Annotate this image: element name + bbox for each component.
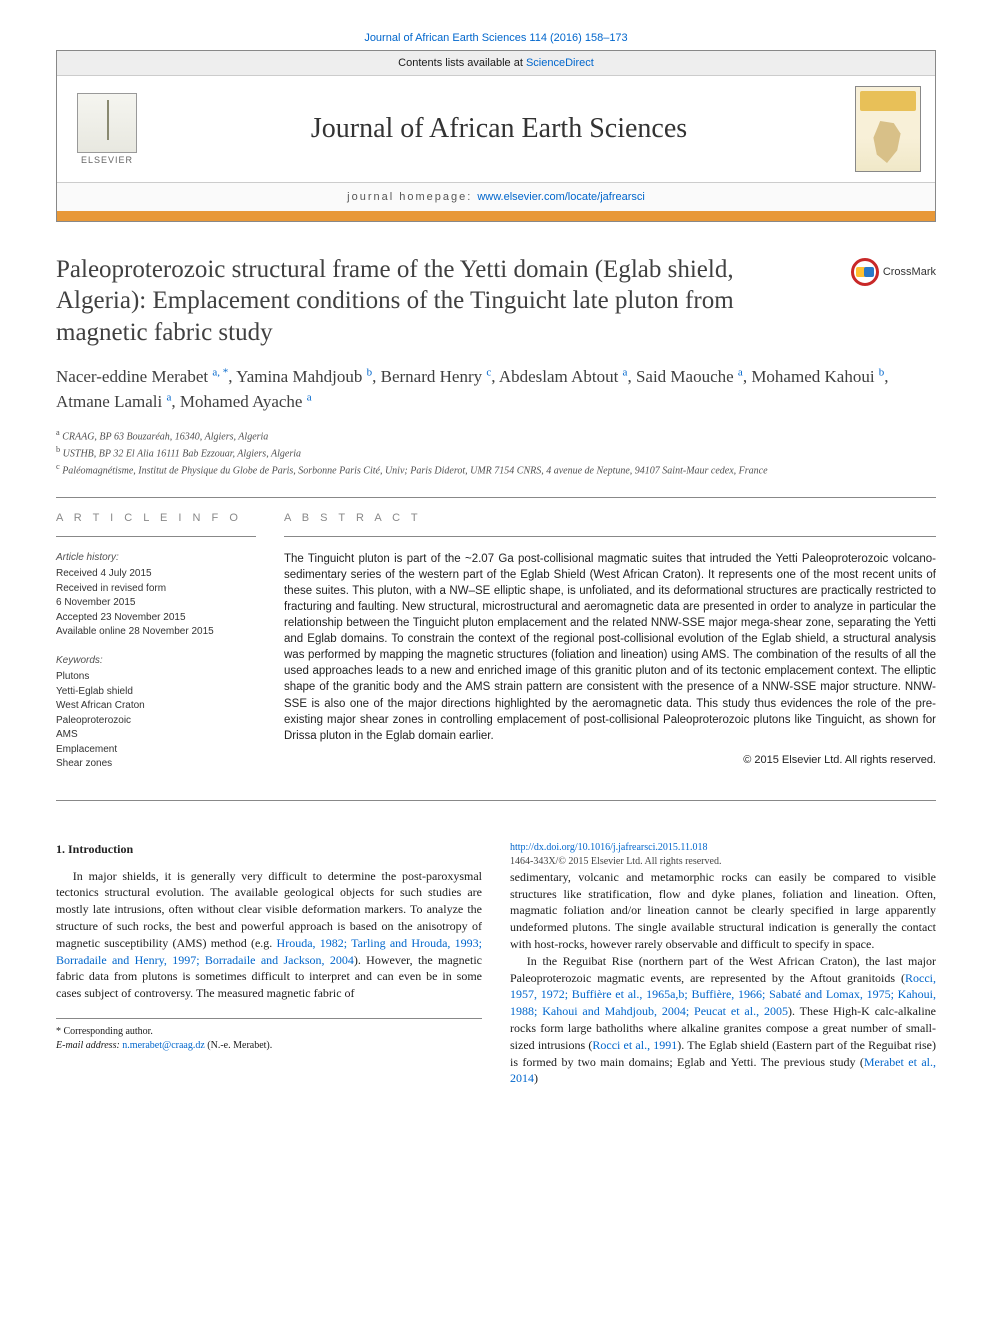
crossmark-badge[interactable]: CrossMark — [851, 258, 936, 286]
article-info-column: A R T I C L E I N F O Article history: R… — [56, 512, 256, 786]
issn-line: 1464-343X/© 2015 Elsevier Ltd. All right… — [510, 856, 721, 867]
body-columns: 1. Introduction In major shields, it is … — [56, 841, 936, 1087]
affiliation-list: a CRAAG, BP 63 Bouzaréah, 16340, Algiers… — [56, 427, 936, 479]
crossmark-label: CrossMark — [883, 266, 936, 278]
journal-name: Journal of African Earth Sciences — [143, 113, 855, 145]
divider-bottom — [56, 800, 936, 801]
body-para-3: In the Reguibat Rise (northern part of t… — [510, 953, 936, 1087]
author-list: Nacer-eddine Merabet a, *, Yamina Mahdjo… — [56, 364, 936, 415]
section-heading: 1. Introduction — [56, 841, 482, 858]
elsevier-tree-icon — [77, 93, 137, 153]
body-para-1: In major shields, it is generally very d… — [56, 868, 482, 1002]
email-label: E-mail address: — [56, 1040, 122, 1051]
keywords-label: Keywords: — [56, 654, 256, 669]
section-title: Introduction — [68, 842, 133, 856]
sciencedirect-link[interactable]: ScienceDirect — [526, 57, 594, 69]
divider-info — [56, 536, 256, 537]
divider-top — [56, 497, 936, 498]
elsevier-logo: ELSEVIER — [71, 89, 143, 169]
body-para-2: sedimentary, volcanic and metamorphic ro… — [510, 869, 936, 953]
abstract-heading: A B S T R A C T — [284, 512, 936, 524]
contents-prefix: Contents lists available at — [398, 57, 526, 69]
email-suffix: (N.-e. Merabet). — [205, 1040, 272, 1051]
ref-link[interactable]: Rocci et al., 1991 — [592, 1038, 677, 1052]
article-info-heading: A R T I C L E I N F O — [56, 512, 256, 524]
elsevier-label: ELSEVIER — [81, 155, 133, 165]
footnote-block: * Corresponding author. E-mail address: … — [56, 1018, 482, 1053]
divider-abstract — [284, 536, 936, 537]
journal-banner: Contents lists available at ScienceDirec… — [56, 50, 936, 222]
crossmark-icon — [851, 258, 879, 286]
abstract-column: A B S T R A C T The Tinguicht pluton is … — [284, 512, 936, 786]
p3-pre: In the Reguibat Rise (northern part of t… — [510, 954, 936, 985]
citation-link[interactable]: Journal of African Earth Sciences 114 (2… — [56, 32, 936, 44]
homepage-label: journal homepage: — [347, 191, 477, 203]
banner-top: Contents lists available at ScienceDirec… — [57, 51, 935, 76]
journal-cover-thumb — [855, 86, 921, 172]
abstract-text: The Tinguicht pluton is part of the ~2.0… — [284, 551, 936, 744]
abstract-copyright: © 2015 Elsevier Ltd. All rights reserved… — [284, 754, 936, 766]
email-link[interactable]: n.merabet@craag.dz — [122, 1040, 205, 1051]
history-label: Article history: — [56, 551, 256, 566]
accent-bar — [57, 211, 935, 221]
footer-ids: http://dx.doi.org/10.1016/j.jafrearsci.2… — [510, 841, 936, 869]
banner-bottom: journal homepage: www.elsevier.com/locat… — [57, 182, 935, 211]
corresponding-author: * Corresponding author. — [56, 1025, 482, 1039]
article-title: Paleoproterozoic structural frame of the… — [56, 254, 936, 348]
history-lines: Received 4 July 2015Received in revised … — [56, 567, 256, 640]
keywords-list: PlutonsYetti-Eglab shieldWest African Cr… — [56, 670, 256, 772]
section-number: 1. — [56, 842, 65, 856]
doi-link[interactable]: http://dx.doi.org/10.1016/j.jafrearsci.2… — [510, 842, 707, 853]
p3-post: ) — [534, 1071, 538, 1085]
homepage-link[interactable]: www.elsevier.com/locate/jafrearsci — [477, 191, 645, 203]
